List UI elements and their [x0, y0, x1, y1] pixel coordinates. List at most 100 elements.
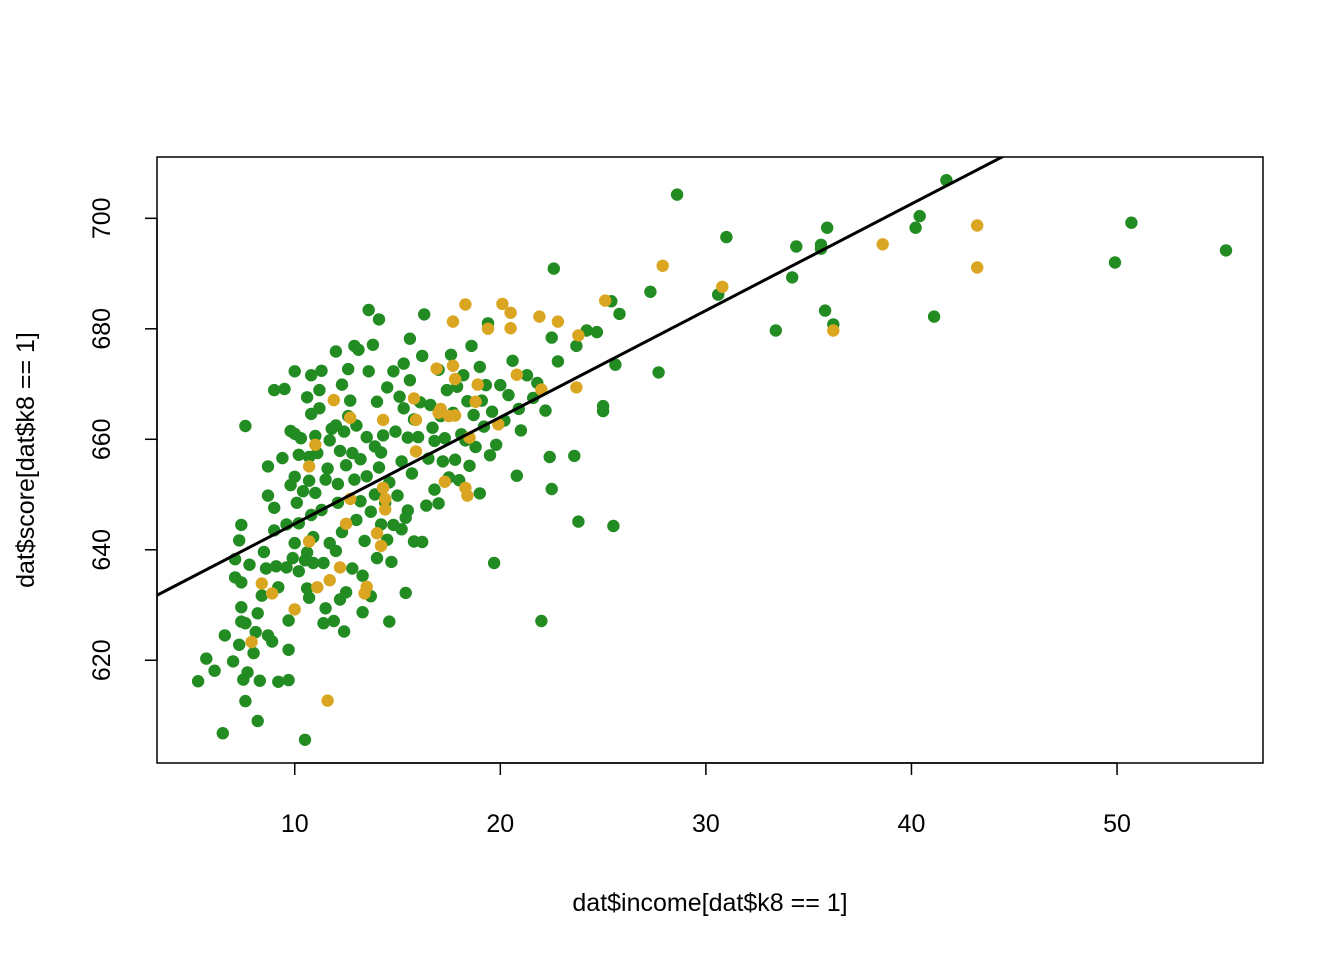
data-point: [280, 561, 293, 574]
data-point: [239, 694, 252, 708]
data-point: [282, 673, 295, 687]
data-point: [471, 378, 484, 391]
data-point: [1125, 216, 1138, 229]
data-point: [716, 280, 729, 293]
data-point: [290, 496, 303, 509]
data-point: [313, 402, 326, 415]
y-axis-label: dat$score[dat$k8 == 1]: [12, 332, 40, 588]
data-point: [302, 474, 316, 487]
data-point: [309, 438, 322, 451]
data-point: [317, 556, 330, 570]
data-point: [376, 413, 390, 427]
data-point: [276, 451, 289, 465]
data-point: [374, 539, 388, 553]
data-point: [282, 614, 295, 627]
data-point: [321, 694, 334, 707]
data-point: [339, 586, 353, 599]
data-point: [473, 487, 486, 500]
data-point: [288, 365, 301, 378]
data-point: [270, 560, 283, 573]
data-point: [381, 381, 394, 394]
y-tick-label: 640: [88, 529, 116, 571]
data-point: [827, 324, 840, 337]
data-point: [652, 366, 665, 379]
data-point: [496, 297, 509, 311]
y-tick-label: 680: [88, 308, 116, 350]
data-point: [459, 298, 472, 311]
data-point: [370, 527, 384, 540]
data-point: [613, 307, 626, 321]
data-point: [311, 581, 324, 594]
data-point: [411, 430, 425, 444]
data-point: [243, 558, 256, 571]
data-point: [362, 365, 375, 378]
data-point: [818, 304, 832, 317]
data-point: [265, 635, 279, 648]
data-point: [420, 499, 433, 512]
data-point: [913, 209, 926, 223]
data-point: [233, 534, 246, 547]
data-point: [483, 449, 497, 462]
data-point: [235, 518, 248, 532]
data-point: [570, 339, 583, 353]
data-point: [296, 485, 310, 498]
data-point: [599, 294, 612, 307]
data-point: [502, 388, 515, 402]
data-point: [247, 646, 260, 660]
data-point: [397, 357, 410, 370]
x-tick-label: 10: [281, 810, 309, 838]
y-axis: 620 640 660 680 700: [88, 197, 158, 681]
data-point: [288, 603, 301, 616]
data-point: [494, 378, 507, 392]
data-point: [337, 425, 351, 438]
data-point: [323, 434, 336, 447]
data-point: [253, 674, 266, 687]
data-point: [572, 515, 585, 528]
data-point: [481, 322, 495, 335]
data-point: [379, 503, 392, 516]
data-point: [261, 489, 275, 502]
data-point: [547, 262, 560, 275]
data-point: [372, 461, 386, 474]
data-point: [467, 408, 480, 422]
data-point: [514, 424, 528, 437]
data-point: [302, 460, 316, 473]
x-tick-label: 40: [898, 810, 926, 838]
data-point: [327, 614, 340, 628]
data-point: [385, 555, 398, 569]
data-point: [331, 477, 345, 491]
data-point: [401, 504, 414, 517]
data-point: [300, 582, 314, 595]
data-point: [418, 308, 431, 321]
data-point: [360, 580, 373, 593]
data-point: [305, 369, 318, 382]
data-point: [720, 230, 733, 244]
series-0: [191, 174, 1233, 746]
data-point: [339, 459, 353, 472]
data-point: [294, 432, 308, 445]
data-point: [372, 313, 386, 326]
data-point: [391, 489, 404, 502]
data-point: [403, 332, 417, 345]
data-point: [446, 359, 460, 372]
data-point: [387, 365, 400, 378]
x-axis-label: dat$income[dat$k8 == 1]: [572, 889, 847, 917]
data-point: [551, 315, 565, 328]
data-point: [428, 483, 441, 496]
data-point: [370, 395, 384, 408]
data-point: [233, 638, 246, 651]
data-point: [348, 473, 361, 486]
data-point: [356, 606, 369, 619]
data-point: [504, 322, 517, 335]
data-point: [239, 617, 252, 630]
data-point: [510, 469, 523, 482]
data-point: [360, 430, 373, 444]
data-point: [469, 440, 482, 454]
data-point: [313, 383, 326, 397]
data-point: [251, 607, 264, 620]
data-point: [319, 602, 332, 615]
data-point: [302, 591, 316, 604]
data-point: [265, 587, 279, 600]
data-point: [461, 489, 474, 502]
data-point: [344, 411, 357, 424]
